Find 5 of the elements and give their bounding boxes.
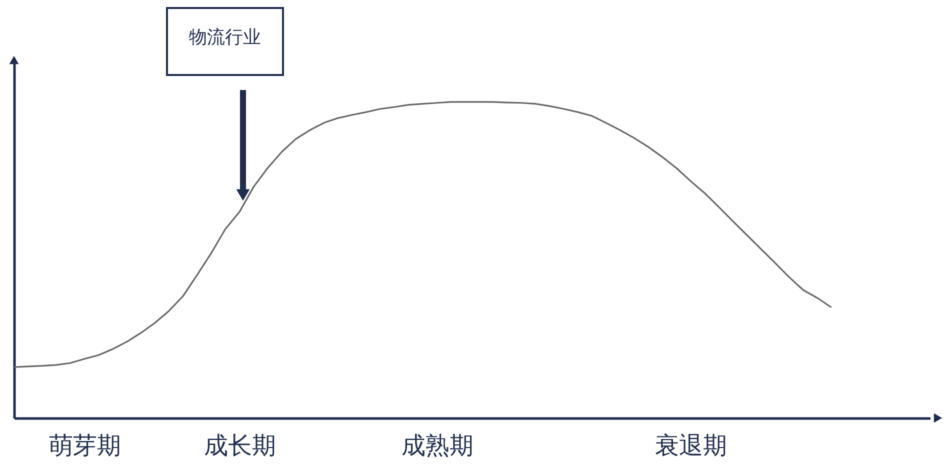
text: 物流行业 [189, 27, 261, 48]
x-tick-label: 成长期 [204, 432, 276, 460]
x-tick-label: 成熟期 [401, 432, 474, 460]
x-tick-label: 萌芽期 [48, 432, 121, 460]
x-tick-label: 衰退期 [654, 432, 727, 460]
